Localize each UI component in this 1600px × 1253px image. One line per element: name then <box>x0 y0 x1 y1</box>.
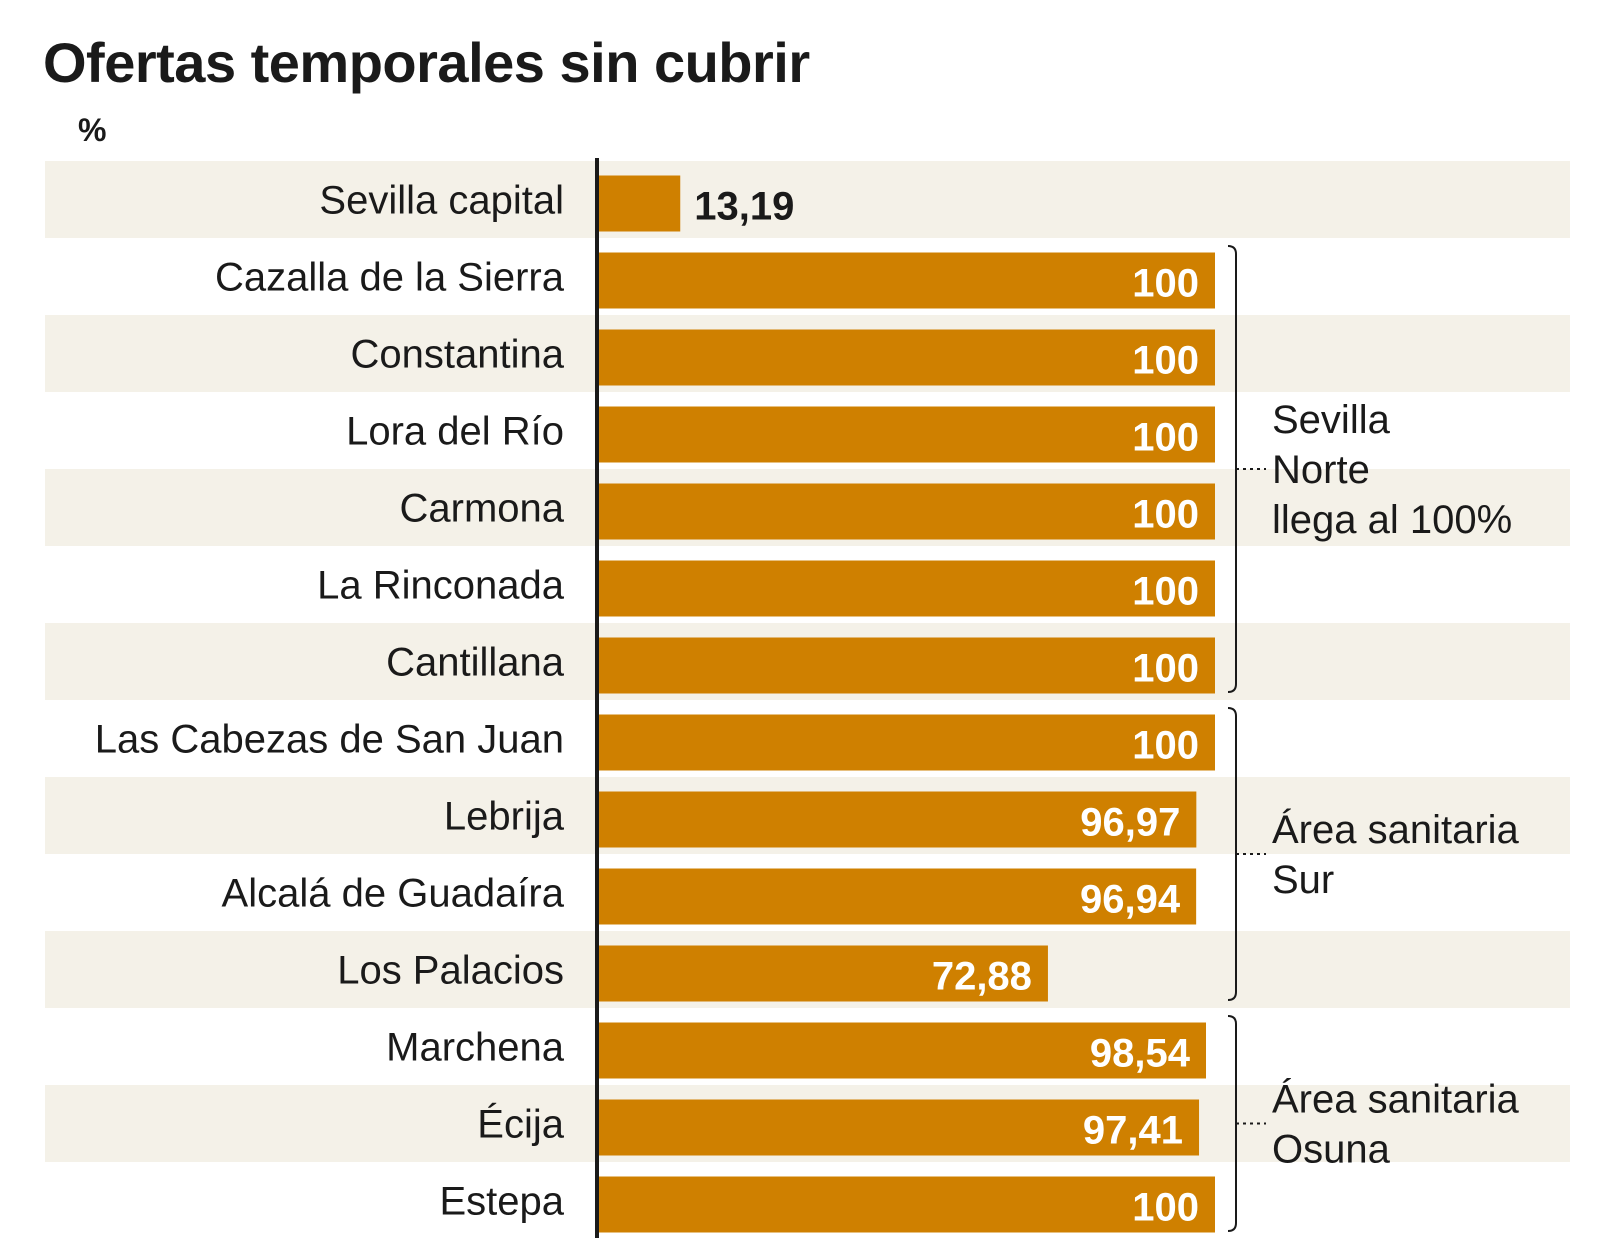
value-label: 100 <box>1132 416 1199 460</box>
bar <box>599 1176 1215 1233</box>
category-label: La Rinconada <box>317 564 565 608</box>
row-band <box>45 161 1570 238</box>
category-label: Cantillana <box>386 641 565 685</box>
category-label: Écija <box>477 1102 564 1147</box>
group-label: Sur <box>1272 858 1334 902</box>
category-label: Constantina <box>351 333 565 377</box>
value-label: 100 <box>1132 262 1199 306</box>
value-label: 100 <box>1132 724 1199 768</box>
value-label: 13,19 <box>694 185 794 229</box>
value-label: 100 <box>1132 647 1199 691</box>
value-label: 100 <box>1132 493 1199 537</box>
group-label: Norte <box>1272 448 1370 492</box>
group-label: llega al 100% <box>1272 498 1512 542</box>
bar <box>599 945 1048 1002</box>
category-label: Cazalla de la Sierra <box>215 256 565 300</box>
group-label: Sevilla <box>1272 398 1391 442</box>
value-label: 100 <box>1132 339 1199 383</box>
group-label: Osuna <box>1272 1128 1391 1172</box>
value-label: 96,94 <box>1080 878 1181 922</box>
value-label: 96,97 <box>1080 801 1180 845</box>
category-label: Sevilla capital <box>319 179 564 223</box>
bar <box>599 560 1215 617</box>
bar <box>599 1022 1207 1079</box>
value-label: 100 <box>1132 570 1199 614</box>
bar <box>599 329 1215 386</box>
category-label: Estepa <box>439 1180 564 1224</box>
bar <box>599 791 1197 848</box>
bar <box>599 406 1215 463</box>
group-label: Área sanitaria <box>1272 807 1520 852</box>
chart-title: Ofertas temporales sin cubrir <box>43 31 810 94</box>
group-label: Área sanitaria <box>1272 1077 1520 1122</box>
category-label: Las Cabezas de San Juan <box>95 718 564 762</box>
bar <box>599 637 1215 694</box>
value-label: 100 <box>1132 1186 1199 1230</box>
bar <box>599 483 1215 540</box>
bar <box>599 252 1215 309</box>
value-label: 72,88 <box>932 955 1032 999</box>
bar <box>599 868 1197 925</box>
category-label: Carmona <box>399 487 564 531</box>
category-label: Los Palacios <box>337 949 564 993</box>
bar <box>599 714 1215 771</box>
category-label: Lebrija <box>444 795 565 839</box>
value-label: 97,41 <box>1083 1109 1183 1153</box>
category-label: Lora del Río <box>346 410 564 454</box>
bar <box>599 1099 1200 1156</box>
bar <box>599 175 681 232</box>
unit-label: % <box>78 112 107 148</box>
category-label: Alcalá de Guadaíra <box>222 872 565 916</box>
category-label: Marchena <box>386 1026 565 1070</box>
value-label: 98,54 <box>1090 1032 1191 1076</box>
